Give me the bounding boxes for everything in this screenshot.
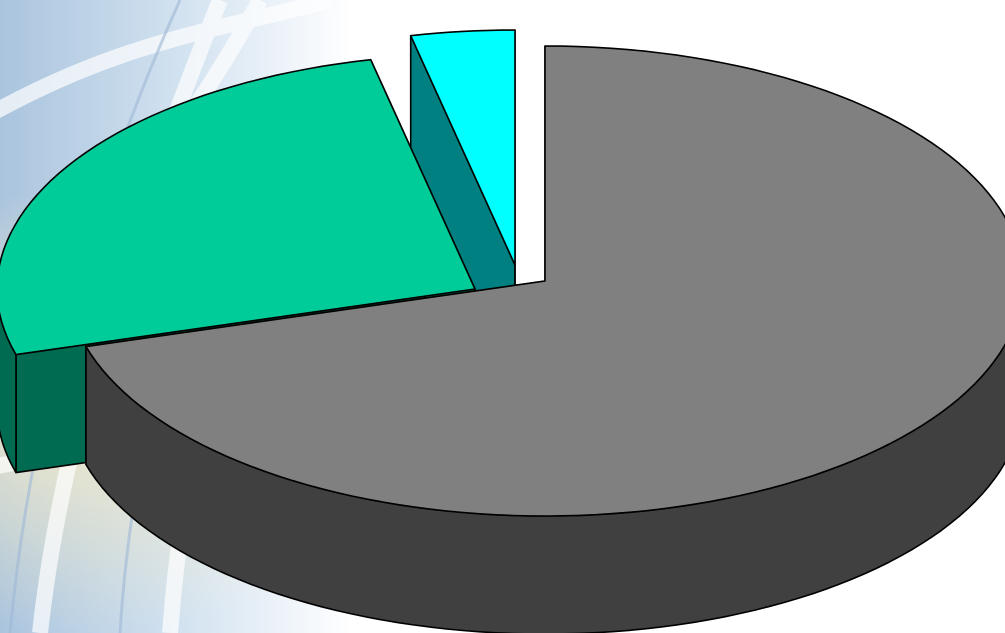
pie-slice-3-top	[409, 29, 516, 266]
pie-top-layer	[0, 29, 1005, 633]
pie-slice-2-top	[0, 58, 476, 356]
pie-slice-1	[85, 45, 1005, 633]
pie-slice-1-top	[85, 45, 1005, 517]
